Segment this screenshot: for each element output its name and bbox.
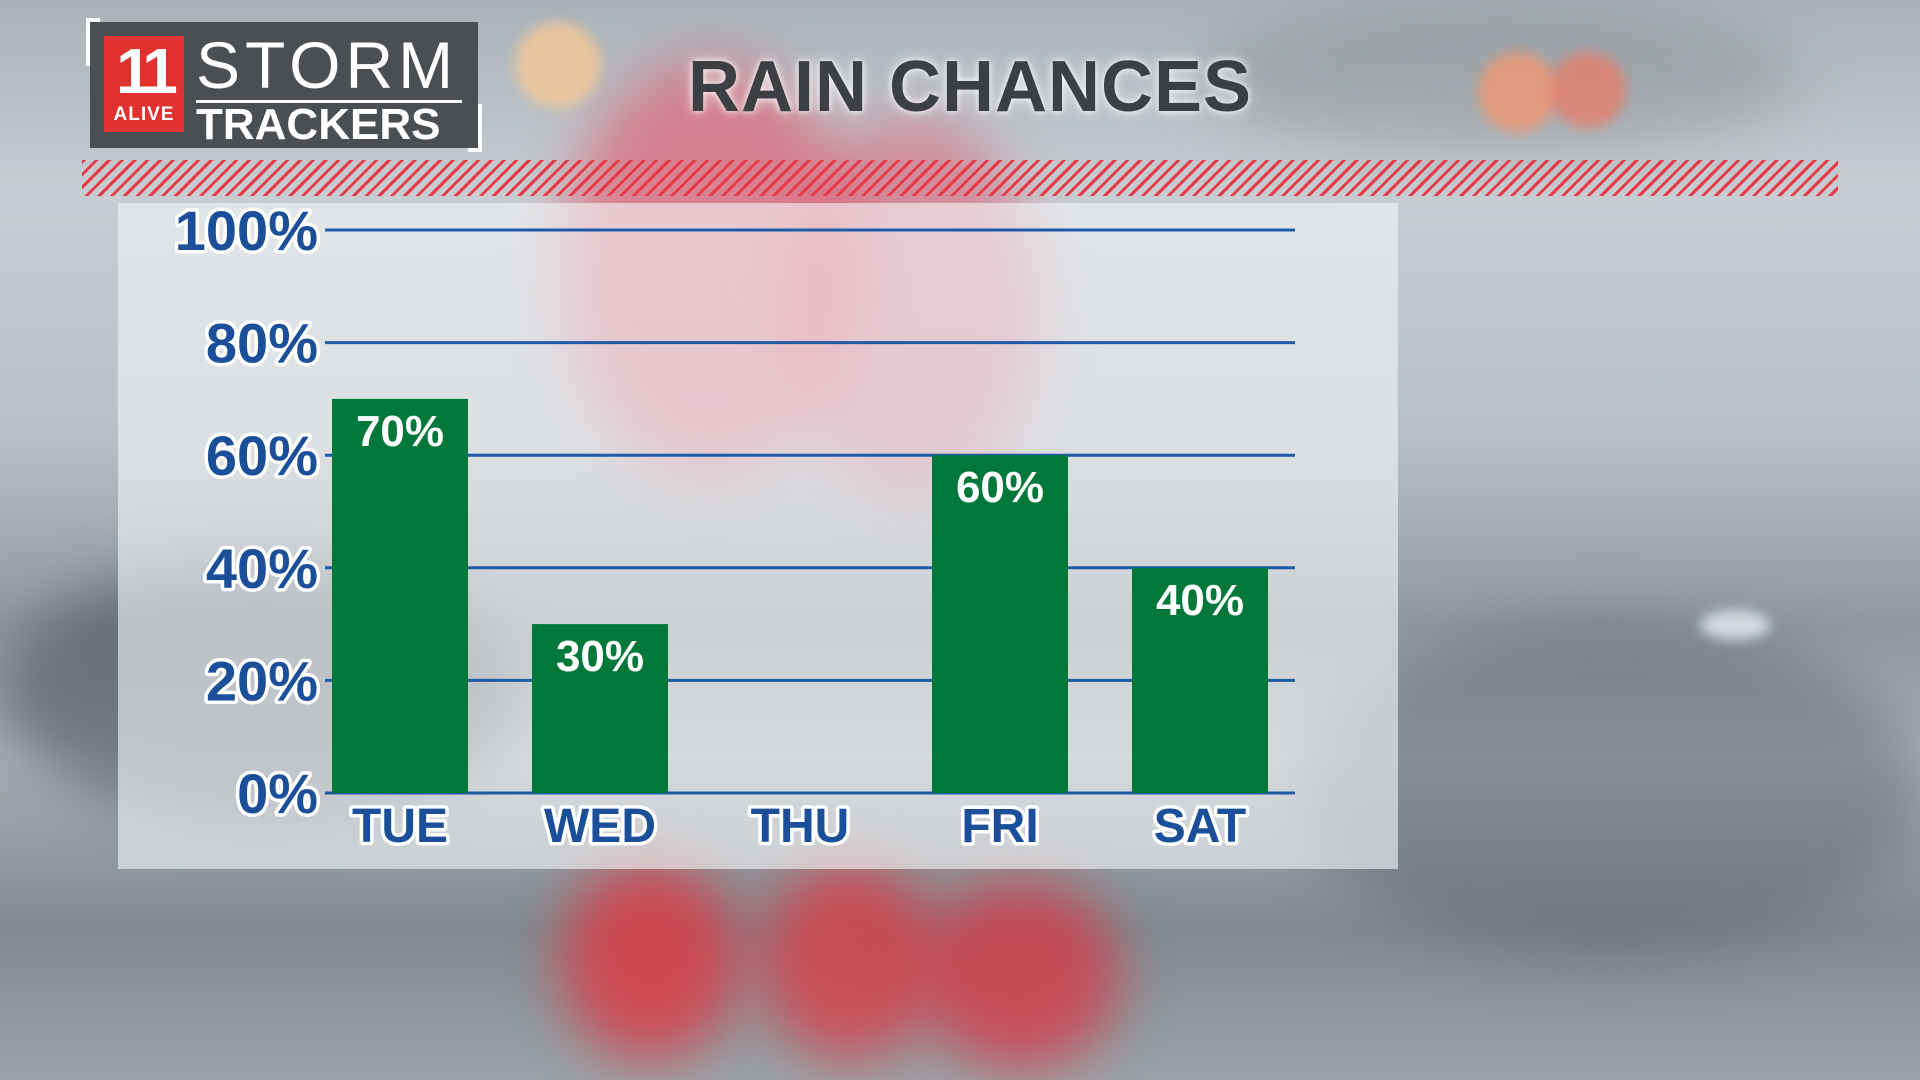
bar-tue — [332, 398, 468, 793]
data-label-tue: 70% — [356, 407, 444, 456]
x-tick-label-tue: TUE — [352, 800, 448, 853]
logo-alive-text: ALIVE — [113, 104, 175, 125]
y-tick-label: 0% — [237, 762, 318, 825]
logo-red-badge: 11 ALIVE — [104, 36, 184, 132]
x-tick-label-fri: FRI — [961, 800, 1038, 853]
logo-divider — [196, 100, 462, 103]
y-tick-label: 60% — [206, 424, 318, 487]
logo-trackers-text: TRACKERS — [196, 100, 441, 149]
logo-number: 11 — [116, 35, 178, 107]
y-tick-label: 40% — [206, 537, 318, 600]
bars — [332, 398, 1268, 793]
x-tick-label-sat: SAT — [1154, 800, 1246, 853]
data-label-wed: 30% — [556, 632, 644, 681]
logo-bracket-bottom-right — [468, 104, 482, 152]
x-axis-labels: TUE WED THU FRI SAT — [349, 797, 1250, 857]
x-tick-label-thu: THU — [751, 800, 850, 853]
decorative-stripe-divider — [82, 160, 1838, 196]
logo-storm-text: STORM — [196, 28, 459, 102]
data-label-sat: 40% — [1156, 576, 1244, 625]
bar-fri — [932, 455, 1068, 793]
bar-wed — [532, 624, 668, 793]
y-tick-label: 80% — [206, 312, 318, 375]
y-axis-labels: 0% 20% 40% 60% 80% 100% — [171, 196, 321, 829]
x-tick-label-wed: WED — [544, 800, 656, 853]
y-tick-label: 100% — [175, 199, 318, 262]
data-label-fri: 60% — [956, 463, 1044, 512]
station-logo: 11 ALIVE STORM TRACKERS — [86, 18, 482, 152]
page-title: RAIN CHANCES — [687, 47, 1253, 127]
y-tick-label: 20% — [206, 649, 318, 712]
logo-bracket-top-left — [86, 18, 100, 66]
bar-sat — [1132, 567, 1268, 793]
data-labels: 70% 30% 60% 40% — [356, 407, 1244, 681]
